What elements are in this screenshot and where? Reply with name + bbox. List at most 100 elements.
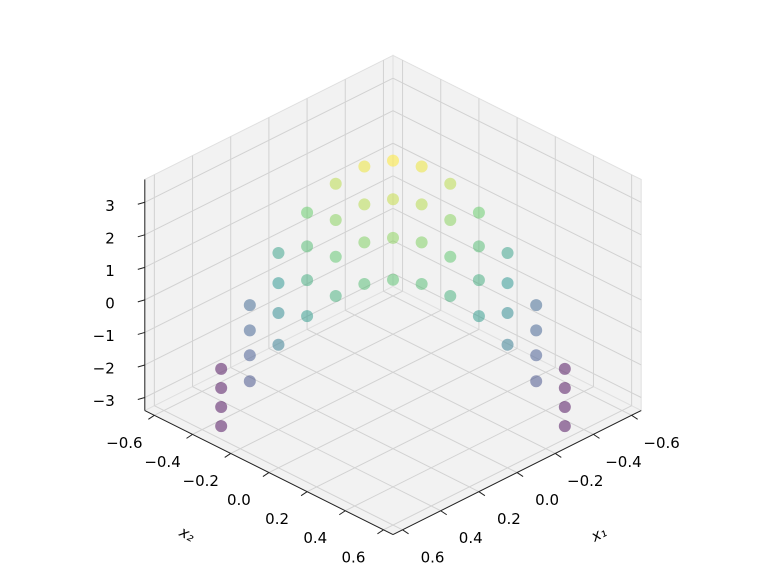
tick-mark bbox=[137, 299, 145, 303]
z-tick-label: −1 bbox=[93, 327, 115, 345]
grid-line bbox=[144, 207, 394, 333]
tick-mark bbox=[186, 433, 193, 439]
z-tick-label: 1 bbox=[105, 262, 115, 280]
x-tick-label: 0.0 bbox=[535, 491, 559, 509]
y-tick-label: −0.4 bbox=[144, 453, 180, 471]
data-point bbox=[472, 310, 485, 323]
data-point bbox=[444, 177, 457, 190]
grid-line bbox=[144, 175, 394, 301]
tick-mark bbox=[137, 266, 145, 270]
data-point bbox=[415, 236, 428, 249]
tick-mark bbox=[555, 453, 562, 458]
tick-mark bbox=[262, 472, 270, 477]
grid-line bbox=[392, 175, 642, 301]
tick-mark bbox=[137, 364, 145, 368]
z-tick-label: 0 bbox=[105, 294, 115, 312]
y-tick-label: 0.0 bbox=[227, 491, 251, 509]
x-tick-label: −0.6 bbox=[643, 434, 679, 452]
x-tick-label: −0.2 bbox=[567, 472, 603, 490]
data-point bbox=[387, 273, 399, 286]
data-point bbox=[301, 240, 314, 253]
data-point bbox=[329, 214, 342, 227]
z-tick-label: −3 bbox=[93, 392, 115, 410]
grid-line bbox=[154, 290, 403, 416]
y-tick-label: 0.6 bbox=[342, 548, 366, 566]
data-point bbox=[243, 324, 256, 337]
data-point bbox=[501, 247, 514, 260]
data-point bbox=[215, 420, 228, 433]
data-point bbox=[558, 381, 571, 394]
data-point bbox=[530, 324, 543, 337]
data-point bbox=[387, 193, 399, 206]
data-point bbox=[472, 240, 485, 253]
data-point bbox=[501, 307, 514, 320]
data-point bbox=[358, 198, 371, 211]
grid-line bbox=[392, 240, 642, 366]
tick-mark bbox=[631, 414, 638, 420]
data-point bbox=[272, 277, 285, 290]
grid-line bbox=[392, 272, 642, 398]
tick-mark bbox=[377, 529, 384, 535]
x-tick-label: 0.6 bbox=[421, 548, 445, 566]
grid-line bbox=[345, 386, 594, 512]
tick-mark bbox=[402, 529, 409, 535]
y-tick-label: −0.2 bbox=[183, 472, 219, 490]
tick-mark bbox=[593, 433, 600, 439]
x-axis-label: x₁ bbox=[587, 523, 609, 546]
data-point bbox=[215, 401, 228, 414]
data-point bbox=[415, 198, 428, 211]
y-tick-label: 0.2 bbox=[265, 510, 289, 528]
data-point bbox=[558, 401, 571, 414]
data-point bbox=[472, 274, 485, 287]
data-point bbox=[301, 274, 314, 287]
grid-line bbox=[144, 142, 394, 268]
data-point bbox=[358, 160, 371, 173]
data-point bbox=[243, 299, 256, 312]
data-point bbox=[387, 231, 399, 244]
tick-mark bbox=[224, 453, 231, 458]
tick-mark bbox=[516, 472, 524, 477]
tick-mark bbox=[137, 331, 145, 335]
y-tick-label: 0.4 bbox=[303, 529, 327, 547]
grid-line bbox=[192, 309, 441, 435]
data-point bbox=[530, 299, 543, 312]
data-point bbox=[301, 206, 314, 219]
grid-line bbox=[306, 367, 556, 493]
grid-line bbox=[392, 77, 642, 203]
x-tick-label: 0.4 bbox=[459, 529, 483, 547]
grid-line bbox=[268, 348, 518, 474]
data-point bbox=[243, 375, 256, 388]
grid-line bbox=[144, 77, 394, 203]
data-point bbox=[501, 338, 514, 351]
grid-line bbox=[230, 328, 480, 454]
grid-line bbox=[383, 405, 632, 531]
data-point bbox=[415, 277, 428, 290]
data-point bbox=[444, 289, 457, 302]
data-point bbox=[272, 307, 285, 320]
tick-mark bbox=[137, 234, 145, 238]
data-point bbox=[558, 362, 571, 375]
data-point bbox=[530, 349, 543, 362]
data-point bbox=[243, 349, 256, 362]
z-tick-label: 3 bbox=[105, 197, 115, 215]
grid-line bbox=[392, 142, 642, 268]
data-point bbox=[558, 420, 571, 433]
data-point bbox=[329, 250, 342, 263]
data-point bbox=[530, 375, 543, 388]
tick-mark bbox=[148, 414, 155, 420]
data-point bbox=[358, 277, 371, 290]
z-tick-label: −2 bbox=[93, 359, 115, 377]
y-tick-label: −0.6 bbox=[106, 434, 142, 452]
grid-line bbox=[144, 240, 394, 366]
x-tick-label: −0.4 bbox=[605, 453, 641, 471]
data-point bbox=[215, 381, 228, 394]
z-tick-label: 2 bbox=[105, 229, 115, 247]
grid-line bbox=[144, 272, 394, 398]
tick-mark bbox=[338, 510, 346, 516]
grid-line bbox=[392, 110, 642, 236]
data-point bbox=[272, 247, 285, 260]
data-point bbox=[415, 160, 428, 173]
data-point bbox=[501, 277, 514, 290]
data-point bbox=[215, 362, 228, 375]
